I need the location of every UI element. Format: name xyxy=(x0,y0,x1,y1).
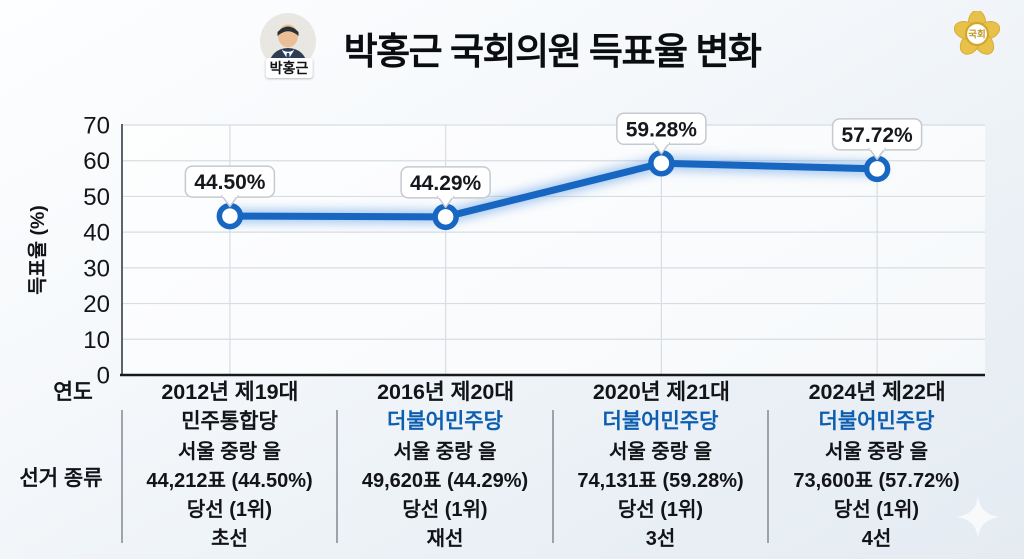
y-axis-title: 득표율 (%) xyxy=(27,205,49,295)
data-point-marker xyxy=(863,155,891,183)
x-category-label: 2024년 제22대 xyxy=(809,380,946,404)
election-column-2024: 더불어민주당 서울 중랑 을 73,600표 (57.72%) 당선 (1위) … xyxy=(768,405,985,550)
election-result: 당선 (1위) xyxy=(833,499,920,521)
party-name: 더불어민주당 xyxy=(602,410,719,433)
x-category-label: 2016년 제20대 xyxy=(377,380,514,404)
data-line xyxy=(226,159,881,221)
vote-count: 49,620표 (44.29%) xyxy=(361,470,529,492)
table-divider xyxy=(552,410,554,543)
vote-count: 44,212표 (44.50%) xyxy=(146,470,313,492)
election-result: 당선 (1위) xyxy=(186,499,273,521)
term-count: 3선 xyxy=(645,528,676,550)
avatar-name-label: 박홍근 xyxy=(265,58,313,78)
x-category-label: 2020년 제21대 xyxy=(593,380,730,404)
vote-count: 74,131표 (59.28%) xyxy=(577,470,744,492)
point-label-seam xyxy=(653,140,669,145)
district: 서울 중랑 을 xyxy=(608,441,713,463)
election-column-2016: 더불어민주당 서울 중랑 을 49,620표 (44.29%) 당선 (1위) … xyxy=(337,405,553,550)
y-tick-label: 10 xyxy=(83,327,110,354)
vote-count: 73,600표 (57.72%) xyxy=(793,470,960,492)
election-detail-table: 선거 종류 민주통합당 서울 중랑 을 44,212표 (44.50%) 당선 … xyxy=(0,405,1024,550)
y-tick-label: 60 xyxy=(83,148,110,175)
national-assembly-emblem-icon: 국회 xyxy=(954,11,1000,55)
y-tick-label: 0 xyxy=(97,363,110,390)
district: 서울 중랑 을 xyxy=(393,441,497,463)
term-count: 재선 xyxy=(426,528,464,550)
party-name: 더불어민주당 xyxy=(387,410,503,433)
election-result: 당선 (1위) xyxy=(402,499,488,521)
point-label-seam xyxy=(222,193,238,198)
district: 서울 중랑 을 xyxy=(824,441,929,463)
data-point-marker xyxy=(216,202,244,230)
point-label-seam xyxy=(438,193,454,198)
point-label-value: 57.72% xyxy=(842,124,914,147)
term-count: 4선 xyxy=(861,528,892,550)
y-tick-label: 40 xyxy=(83,220,110,247)
x-category-label: 2012년 제19대 xyxy=(161,380,298,404)
emblem-text: 국회 xyxy=(968,29,985,41)
election-column-2020: 더불어민주당 서울 중랑 을 74,131표 (59.28%) 당선 (1위) … xyxy=(553,405,768,550)
data-point-marker xyxy=(648,150,675,177)
election-column-2012: 민주통합당 서울 중랑 을 44,212표 (44.50%) 당선 (1위) 초… xyxy=(122,405,337,550)
sparkle-decoration-icon xyxy=(957,496,999,538)
point-label-value: 44.29% xyxy=(410,172,482,195)
x-axis-title: 연도 xyxy=(53,380,93,404)
page-title: 박홍근 국회의원 득표율 변화 xyxy=(343,31,762,72)
point-label-value: 44.50% xyxy=(194,171,266,194)
data-point-marker xyxy=(432,203,459,231)
election-result: 당선 (1위) xyxy=(617,499,704,521)
table-divider xyxy=(336,410,338,543)
term-count: 초선 xyxy=(211,528,248,550)
point-label-value: 59.28% xyxy=(626,118,698,141)
y-tick-label: 70 xyxy=(83,113,110,140)
y-tick-label: 30 xyxy=(83,255,110,282)
y-tick-label: 50 xyxy=(83,184,110,211)
table-row-label: 선거 종류 xyxy=(19,466,103,490)
party-name: 민주통합당 xyxy=(181,410,278,433)
district: 서울 중랑 을 xyxy=(177,441,282,463)
table-divider xyxy=(121,410,123,543)
table-divider xyxy=(767,410,769,543)
party-name: 더불어민주당 xyxy=(818,410,935,433)
point-label-seam xyxy=(869,145,885,150)
y-tick-label: 20 xyxy=(83,291,110,318)
